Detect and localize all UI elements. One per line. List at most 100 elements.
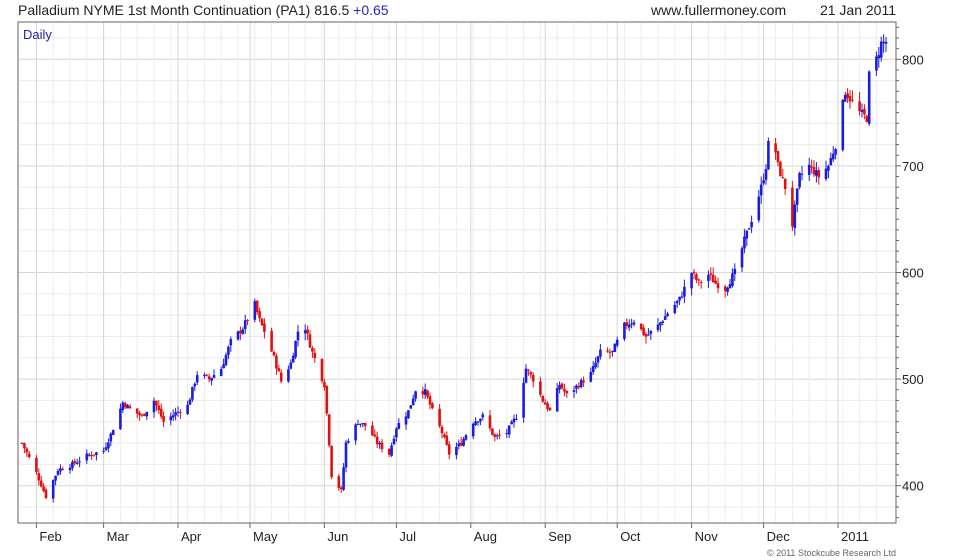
candle-up bbox=[464, 435, 468, 440]
candle-down bbox=[246, 319, 249, 321]
x-tick-label: Apr bbox=[181, 529, 202, 544]
candle-down bbox=[697, 279, 701, 281]
candle-down bbox=[37, 473, 41, 481]
candle-up bbox=[395, 428, 398, 438]
candle-up bbox=[71, 461, 74, 469]
candle-down bbox=[529, 372, 533, 375]
candle-down bbox=[539, 381, 542, 395]
candle-up bbox=[879, 41, 883, 58]
y-tick-label: 400 bbox=[902, 479, 924, 494]
candle-up bbox=[867, 71, 871, 124]
candle-up bbox=[678, 296, 681, 301]
candle-down bbox=[560, 383, 564, 389]
candle-up bbox=[224, 354, 228, 365]
candle-up bbox=[596, 356, 600, 363]
candle-down bbox=[563, 388, 566, 392]
candle-down bbox=[781, 177, 785, 179]
candle-up bbox=[824, 168, 828, 180]
candle-up bbox=[649, 330, 653, 334]
candle-up bbox=[78, 461, 81, 463]
candle-up bbox=[743, 236, 746, 249]
candle-up bbox=[296, 331, 300, 341]
candle-up bbox=[104, 447, 108, 450]
candle-up bbox=[524, 368, 528, 383]
candle-up bbox=[522, 382, 525, 418]
candle-up bbox=[882, 41, 885, 44]
candle-down bbox=[42, 486, 45, 491]
candle-up bbox=[359, 423, 362, 425]
candle-up bbox=[659, 322, 662, 326]
candle-down bbox=[493, 434, 497, 437]
candle-up bbox=[683, 286, 686, 297]
candle-up bbox=[414, 391, 417, 399]
candle-up bbox=[126, 405, 129, 409]
candle-down bbox=[23, 443, 26, 449]
candle-down bbox=[791, 187, 794, 227]
candle-down bbox=[695, 274, 698, 280]
candle-down bbox=[426, 390, 429, 398]
candle-down bbox=[337, 476, 341, 488]
candle-up bbox=[342, 467, 345, 490]
candle-down bbox=[239, 330, 242, 334]
candle-down bbox=[323, 381, 326, 388]
candle-down bbox=[488, 415, 492, 429]
candle-down bbox=[306, 329, 309, 334]
candle-up bbox=[656, 324, 660, 330]
candle-up bbox=[630, 323, 633, 325]
candle-up bbox=[673, 304, 677, 314]
candle-up bbox=[222, 364, 225, 369]
candle-up bbox=[174, 412, 177, 416]
site-url[interactable]: www.fullermoney.com bbox=[651, 2, 787, 18]
candle-up bbox=[615, 339, 619, 346]
candle-up bbox=[663, 316, 667, 320]
candle-up bbox=[764, 169, 768, 180]
candle-down bbox=[723, 286, 727, 291]
chart-title-text: Palladium NYME 1st Month Continuation (P… bbox=[18, 2, 350, 18]
candle-down bbox=[548, 408, 552, 411]
candle-up bbox=[87, 454, 91, 456]
candle-up bbox=[479, 418, 482, 422]
candle-up bbox=[474, 421, 477, 425]
candle-down bbox=[858, 101, 861, 112]
y-tick-label: 700 bbox=[902, 159, 924, 174]
candle-up bbox=[287, 369, 290, 382]
candle-up bbox=[512, 418, 516, 423]
candle-up bbox=[68, 467, 72, 471]
candle-up bbox=[186, 404, 189, 414]
candle-down bbox=[846, 93, 849, 98]
candle-down bbox=[339, 487, 343, 490]
candle-down bbox=[431, 403, 434, 409]
candle-down bbox=[699, 282, 703, 284]
candle-down bbox=[44, 489, 48, 498]
candle-up bbox=[877, 55, 881, 59]
candle-up bbox=[860, 110, 864, 112]
candle-up bbox=[798, 172, 801, 188]
candle-down bbox=[644, 334, 648, 337]
candle-down bbox=[61, 469, 65, 471]
candle-up bbox=[611, 350, 614, 352]
candle-up bbox=[193, 383, 197, 387]
candle-down bbox=[709, 273, 713, 275]
candle-up bbox=[212, 375, 216, 378]
candle-up bbox=[119, 408, 122, 430]
candle-up bbox=[378, 443, 381, 445]
candle-up bbox=[51, 480, 55, 499]
candle-up bbox=[243, 320, 247, 330]
candle-up bbox=[476, 421, 480, 423]
candle-down bbox=[582, 380, 585, 383]
candle-up bbox=[344, 442, 348, 468]
candle-up bbox=[171, 415, 175, 418]
candle-down bbox=[371, 425, 374, 436]
candle-up bbox=[462, 438, 465, 446]
x-tick-label: Sep bbox=[548, 529, 571, 544]
candle-up bbox=[356, 424, 360, 426]
candle-down bbox=[428, 396, 432, 405]
candle-down bbox=[716, 283, 720, 289]
candle-down bbox=[320, 359, 324, 382]
candle-down bbox=[90, 455, 93, 457]
candle-up bbox=[210, 378, 213, 381]
candle-down bbox=[92, 454, 96, 456]
candle-up bbox=[109, 433, 113, 442]
candle-up bbox=[745, 230, 749, 239]
candle-up bbox=[623, 322, 626, 339]
